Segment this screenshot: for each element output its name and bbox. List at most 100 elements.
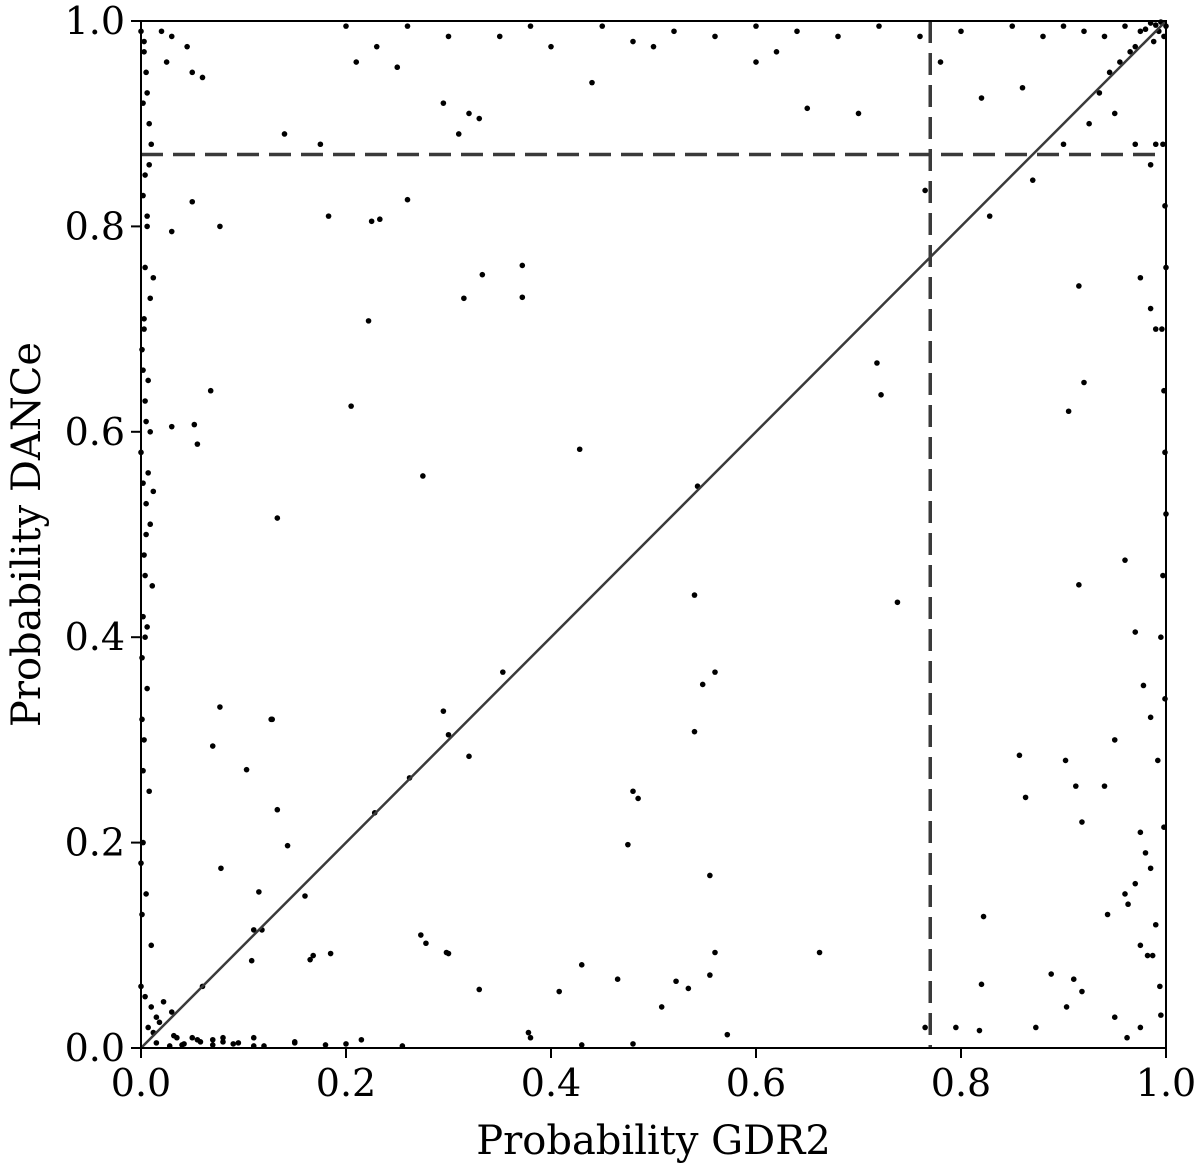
data-point: [1147, 865, 1154, 872]
data-point: [209, 743, 216, 749]
y-axis-title: Probability DANCe: [4, 342, 50, 727]
data-point: [1073, 783, 1079, 789]
data-point: [141, 49, 147, 55]
data-point: [156, 1019, 163, 1026]
data-point: [1048, 971, 1054, 977]
data-point: [1137, 28, 1144, 35]
data-point: [443, 949, 450, 956]
data-point: [479, 271, 486, 278]
data-point: [630, 1041, 636, 1047]
data-point: [142, 572, 148, 579]
data-point: [197, 1039, 204, 1045]
data-point: [158, 28, 165, 35]
x-tick-label: 0.4: [521, 1061, 581, 1105]
data-point: [1022, 794, 1029, 801]
data-point: [327, 950, 334, 957]
data-point: [440, 100, 447, 106]
x-axis-title: Probability GDR2: [476, 1118, 831, 1164]
data-point: [163, 59, 170, 65]
data-point: [614, 976, 621, 982]
data-point: [1019, 84, 1026, 91]
data-point: [250, 927, 257, 933]
data-point: [658, 1004, 665, 1010]
data-point: [143, 531, 149, 538]
data-point: [146, 120, 152, 127]
data-point: [753, 23, 759, 29]
data-point: [307, 956, 313, 963]
data-point: [707, 872, 713, 879]
data-point: [1132, 43, 1139, 50]
data-point: [142, 634, 148, 640]
data-point: [685, 985, 692, 992]
axis-ticks: 0.0 0.2 0.4 0.6 0.8 1.0 0.0 0.2 0.4 0.6 0.8 1.0: [65, 0, 1197, 1105]
data-point: [142, 172, 148, 178]
data-point: [1040, 33, 1046, 40]
data-point: [1063, 1004, 1070, 1010]
y-tick-label: 0.4: [65, 615, 125, 659]
data-point: [1016, 752, 1023, 759]
data-point: [635, 795, 641, 802]
data-point: [348, 403, 354, 409]
data-point: [168, 33, 175, 40]
data-point: [922, 187, 928, 194]
data-point: [141, 737, 147, 743]
data-point: [1160, 572, 1166, 579]
data-point: [1132, 629, 1139, 635]
data-point: [144, 685, 150, 692]
data-point: [1122, 23, 1128, 29]
data-point: [1157, 983, 1163, 990]
data-point: [496, 33, 503, 40]
data-point: [1111, 110, 1118, 117]
data-point: [149, 583, 156, 589]
data-point: [142, 398, 148, 404]
data-point: [712, 949, 718, 956]
data-point: [855, 110, 862, 117]
data-point: [1132, 141, 1139, 148]
data-point: [153, 1040, 160, 1046]
data-point: [423, 940, 429, 947]
data-point: [191, 421, 198, 428]
data-point: [804, 105, 811, 112]
data-point: [455, 131, 462, 137]
data-point: [184, 43, 190, 50]
data-point: [1137, 942, 1144, 949]
data-point: [343, 23, 349, 29]
data-point: [1160, 141, 1166, 148]
data-point: [589, 79, 595, 86]
data-point: [146, 788, 152, 795]
data-point: [243, 766, 250, 773]
data-point: [1096, 90, 1103, 96]
data-point: [773, 49, 780, 55]
data-point: [1122, 891, 1128, 897]
data-point: [691, 592, 698, 598]
data-point: [724, 1031, 731, 1038]
data-point: [1111, 737, 1118, 743]
data-point: [1060, 23, 1067, 29]
data-point: [218, 865, 224, 872]
data-point: [953, 1024, 959, 1031]
data-point: [978, 95, 985, 101]
data-point: [1152, 141, 1159, 148]
data-point: [1158, 634, 1164, 640]
data-point: [548, 43, 554, 50]
data-point: [302, 893, 308, 899]
data-point: [377, 216, 383, 223]
data-point: [1152, 326, 1159, 332]
data-point: [1101, 33, 1108, 40]
data-point: [625, 841, 631, 848]
data-point: [420, 473, 426, 479]
data-point: [353, 59, 360, 65]
data-point: [1140, 682, 1147, 689]
data-point: [141, 316, 147, 322]
plot-frame: [140, 20, 1167, 1049]
x-tick-label: 0.0: [111, 1061, 171, 1105]
data-point: [874, 360, 880, 366]
data-point: [578, 1042, 585, 1048]
data-point: [250, 1034, 257, 1041]
data-point: [466, 110, 472, 117]
data-point: [220, 1039, 226, 1045]
data-point: [671, 28, 677, 35]
data-point: [978, 981, 985, 988]
data-point: [958, 28, 964, 35]
data-point: [160, 998, 167, 1005]
